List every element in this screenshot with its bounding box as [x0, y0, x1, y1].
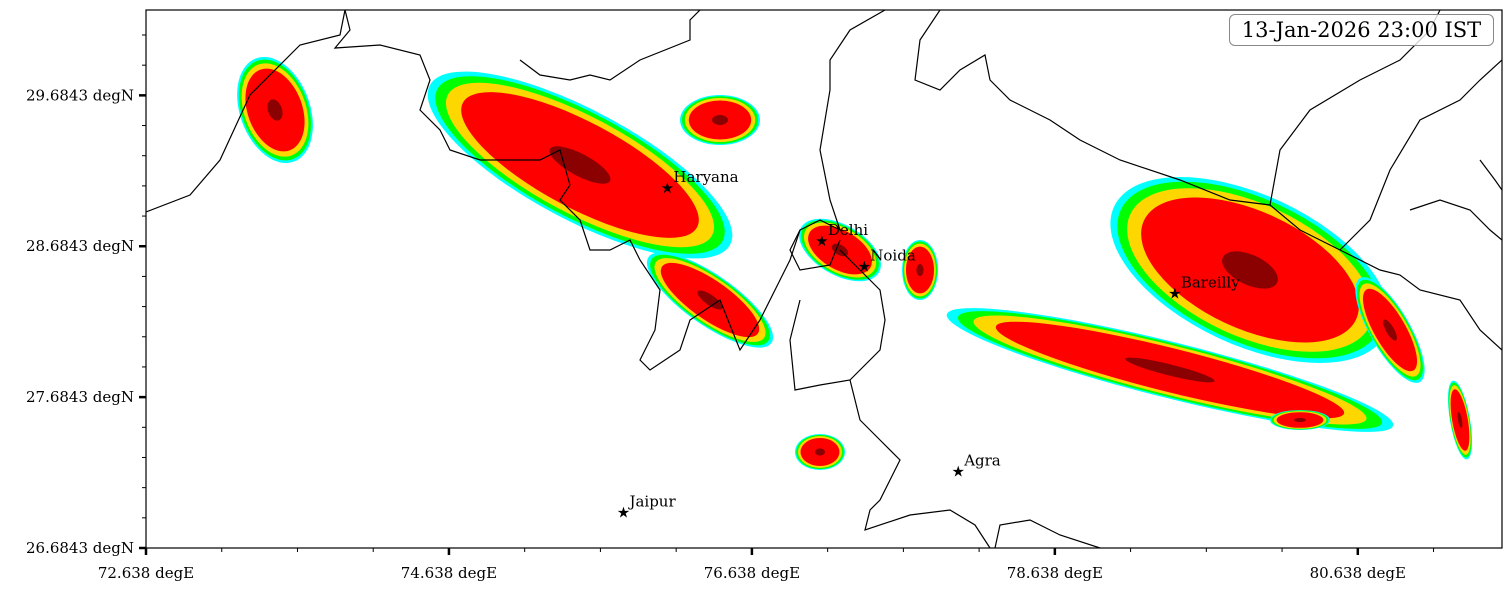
fog-contour-level	[1222, 251, 1278, 289]
state-borders	[146, 10, 1502, 548]
star-icon: ★	[661, 179, 674, 197]
y-tick-label: 26.6843 degN	[26, 539, 134, 557]
city-label: Jaipur	[627, 492, 676, 510]
x-tick-label: 78.638 degE	[1007, 564, 1103, 582]
y-tick-label: 27.6843 degN	[26, 388, 134, 406]
fog-contours	[237, 56, 1473, 470]
y-tick-label: 29.6843 degN	[26, 86, 134, 104]
fog-blob	[1270, 410, 1330, 430]
city-label: Delhi	[828, 221, 868, 239]
fog-blob	[1110, 177, 1390, 363]
city-label: Noida	[870, 246, 916, 264]
fog-blob	[237, 56, 313, 164]
axes: 72.638 degE 74.638 degE 76.638 degE 78.638 …	[26, 34, 1435, 582]
x-tick-label: 80.638 degE	[1310, 564, 1406, 582]
fog-blob	[946, 308, 1394, 432]
fog-contour-level	[697, 290, 723, 310]
y-tick-label: 28.6843 degN	[26, 237, 134, 255]
star-icon: ★	[858, 257, 871, 275]
star-icon: ★	[617, 503, 630, 521]
fog-contour-level	[815, 448, 825, 456]
city-label: Haryana	[673, 168, 738, 186]
fog-blob	[902, 240, 938, 300]
star-icon: ★	[1168, 285, 1181, 303]
fog-contour-level	[712, 115, 728, 125]
map-frame	[145, 9, 1503, 549]
fog-blob	[795, 434, 845, 470]
x-tick-label: 76.638 degE	[704, 564, 800, 582]
timestamp-box: 13-Jan-2026 23:00 IST	[1229, 14, 1494, 46]
city-label: Agra	[963, 452, 1001, 470]
fog-contour-level	[916, 264, 924, 276]
x-tick-label: 72.638 degE	[98, 564, 194, 582]
fog-blob	[1355, 277, 1425, 383]
city-label: Bareilly	[1181, 274, 1240, 292]
star-icon: ★	[815, 232, 828, 250]
fog-blob	[680, 95, 760, 145]
fog-contour-level	[1125, 357, 1215, 383]
fog-blob	[646, 252, 774, 348]
timestamp-label: 13-Jan-2026 23:00 IST	[1241, 18, 1482, 42]
fog-contour-level	[549, 146, 611, 184]
fog-contour-level	[1294, 418, 1306, 422]
fog-blob	[427, 71, 733, 259]
city-markers: ★Haryana★Delhi★Noida★Bareilly★Agra★Jaipu…	[617, 168, 1240, 521]
fog-blob	[1447, 380, 1473, 460]
fog-contour-level	[1383, 319, 1397, 341]
fog-contour-level	[1457, 412, 1463, 428]
x-tick-label: 74.638 degE	[401, 564, 497, 582]
star-icon: ★	[951, 463, 964, 481]
fog-contour-level	[267, 99, 283, 121]
